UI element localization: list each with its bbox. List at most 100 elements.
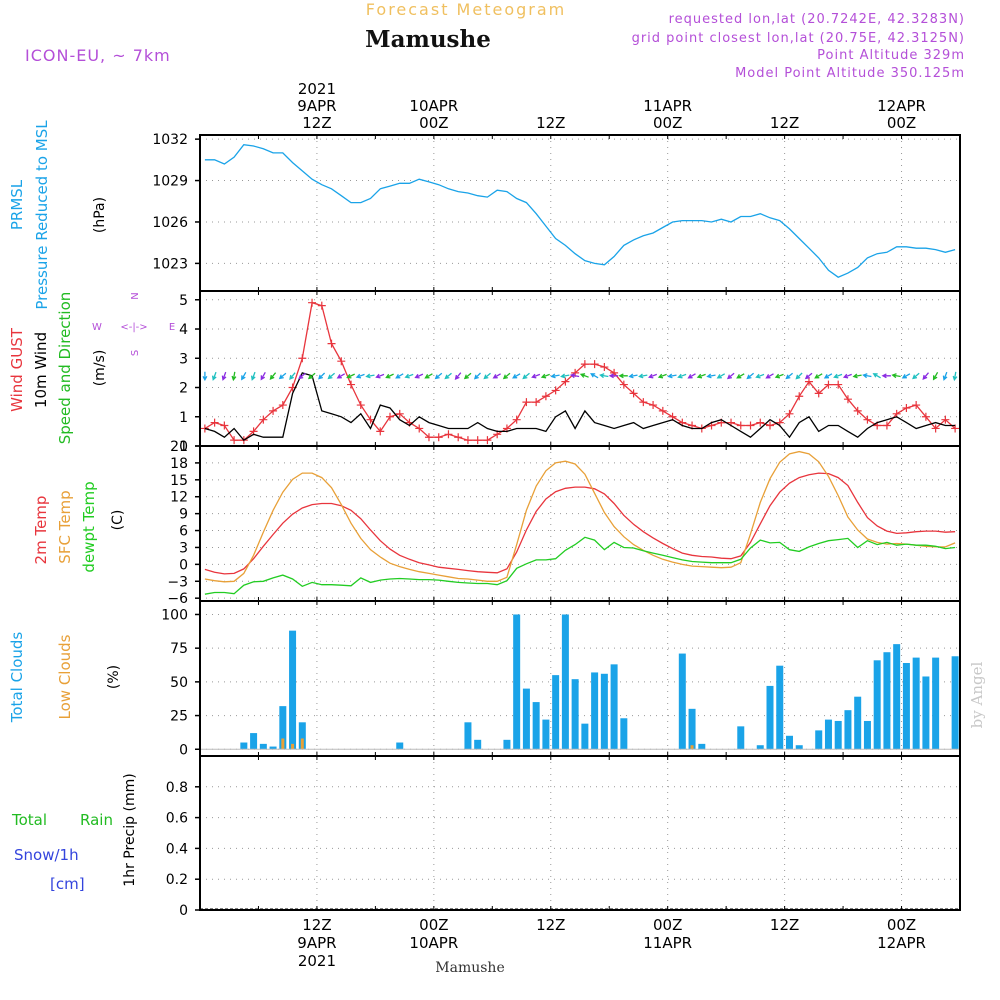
wind-direction-arrow bbox=[901, 373, 911, 379]
total-cloud-bar bbox=[561, 614, 569, 750]
compass-n: N bbox=[130, 292, 141, 299]
gust-point bbox=[269, 406, 278, 415]
wind-direction-arrow bbox=[540, 373, 550, 379]
wind-direction-arrow bbox=[289, 372, 296, 380]
gust-point bbox=[463, 436, 472, 445]
wind-direction-arrow bbox=[444, 372, 452, 380]
gust-point bbox=[951, 424, 960, 433]
wind-direction-arrow bbox=[473, 372, 481, 380]
grid-point-coords: grid point closest lon,lat (20.75E, 42.3… bbox=[632, 31, 965, 46]
wind-direction-arrow bbox=[765, 373, 774, 379]
y-tick-label: 5 bbox=[179, 293, 188, 309]
wind-direction-arrow bbox=[307, 372, 316, 380]
bottom-time-label: 00Z bbox=[419, 916, 448, 934]
total-cloud-bar bbox=[854, 696, 862, 750]
wind-direction-arrow bbox=[531, 373, 541, 379]
wind-direction-arrow bbox=[833, 373, 843, 379]
compass-s: S bbox=[130, 350, 141, 356]
y-tick-label: 6 bbox=[179, 524, 188, 540]
wind-direction-arrow bbox=[706, 373, 716, 379]
compass-e: E bbox=[169, 322, 175, 333]
precip-total-label: Total bbox=[11, 811, 47, 829]
total-cloud-bar bbox=[795, 745, 803, 750]
wind-direction-arrow bbox=[463, 372, 472, 380]
wind-direction-arrow bbox=[891, 373, 901, 379]
y-tick-label: 100 bbox=[161, 607, 188, 623]
low-cloud-bar bbox=[281, 738, 285, 750]
total-cloud-bar bbox=[513, 614, 521, 750]
wind-direction-arrow bbox=[942, 371, 948, 381]
gust-point bbox=[619, 380, 628, 389]
gust-point bbox=[902, 403, 911, 412]
total-cloud-bar bbox=[552, 675, 560, 750]
total-cloud-bar bbox=[863, 720, 871, 750]
bottom-time-label: 12APR bbox=[877, 934, 926, 952]
low-cloud-bar bbox=[690, 745, 694, 750]
gust-point bbox=[473, 436, 482, 445]
wind-direction-arrow bbox=[774, 373, 784, 379]
wind-direction-arrow bbox=[355, 373, 365, 379]
gust-point bbox=[941, 415, 950, 424]
temp-dewpt-label: dewpt Temp bbox=[80, 481, 98, 572]
pressure-panel: 1023 1026 1029 1032 bbox=[152, 132, 961, 292]
gust-point bbox=[210, 418, 219, 427]
wind-direction-arrow bbox=[560, 373, 570, 379]
wind-direction-arrow bbox=[327, 372, 336, 380]
total-cloud-bar bbox=[756, 745, 764, 750]
bottom-time-label: 9APR bbox=[297, 934, 336, 952]
wind-direction-arrow bbox=[785, 372, 794, 380]
low-cloud-bar bbox=[300, 738, 304, 750]
wind-direction-arrow bbox=[512, 373, 521, 379]
wind-direction-arrow bbox=[569, 373, 580, 379]
temp-2m-label: 2m Temp bbox=[32, 496, 50, 565]
wind-direction-arrow bbox=[872, 373, 881, 379]
gust-point bbox=[795, 392, 804, 401]
total-cloud-bar bbox=[269, 746, 277, 750]
compass-legend: N S W E <-|-> bbox=[92, 292, 175, 356]
gust-point bbox=[590, 360, 599, 369]
wind-direction-arrow bbox=[746, 372, 755, 380]
wind-direction-arrow bbox=[385, 373, 394, 379]
gust-point bbox=[561, 377, 570, 386]
gust-point bbox=[785, 409, 794, 418]
gust-point bbox=[882, 421, 891, 430]
y-tick-label: 25 bbox=[170, 709, 188, 725]
temp-sfc-label: SFC Temp bbox=[56, 490, 74, 563]
gust-point bbox=[327, 339, 336, 348]
top-time-label: 11APR bbox=[643, 97, 692, 115]
total-cloud-bar bbox=[844, 710, 852, 750]
total-cloud-bar bbox=[883, 652, 891, 750]
top-time-label: 2021 bbox=[298, 80, 336, 98]
wind-direction-arrow bbox=[667, 373, 677, 379]
total-cloud-bar bbox=[581, 723, 589, 750]
gust-point bbox=[454, 433, 463, 442]
gust-point bbox=[278, 401, 287, 410]
wind-direction-arrow bbox=[852, 373, 862, 379]
wind-direction-arrow bbox=[250, 371, 256, 381]
cloud-low-label: Low Clouds bbox=[56, 634, 74, 719]
wind-direction-arrow bbox=[346, 373, 355, 379]
total-cloud-bar bbox=[240, 742, 248, 750]
y-tick-label: 1026 bbox=[152, 215, 188, 231]
gust-point bbox=[317, 301, 326, 310]
gust-point bbox=[298, 354, 307, 363]
top-time-label: 10APR bbox=[409, 97, 458, 115]
total-cloud-bar bbox=[912, 657, 920, 750]
wind-direction-arrow bbox=[202, 371, 208, 382]
gust-point bbox=[766, 421, 774, 430]
wind-direction-arrow bbox=[269, 372, 277, 380]
gust-point bbox=[921, 412, 930, 421]
cloud-panel: 0 25 50 75 100 bbox=[161, 600, 961, 758]
wind-direction-arrow bbox=[221, 371, 227, 381]
wind-direction-arrow bbox=[375, 373, 385, 379]
watermark: by Angel bbox=[968, 661, 986, 728]
wind-direction-arrow bbox=[881, 373, 891, 379]
total-cloud-bar bbox=[834, 720, 842, 750]
bottom-time-label: 00Z bbox=[653, 916, 682, 934]
requested-coords: requested lon,lat (20.7242E, 42.3283N) bbox=[669, 12, 965, 27]
pressure-label-msl: Pressure Reduced to MSL bbox=[33, 120, 51, 310]
total-cloud-bar bbox=[737, 726, 745, 750]
top-time-label: 12Z bbox=[536, 114, 565, 132]
total-cloud-bar bbox=[503, 739, 511, 750]
